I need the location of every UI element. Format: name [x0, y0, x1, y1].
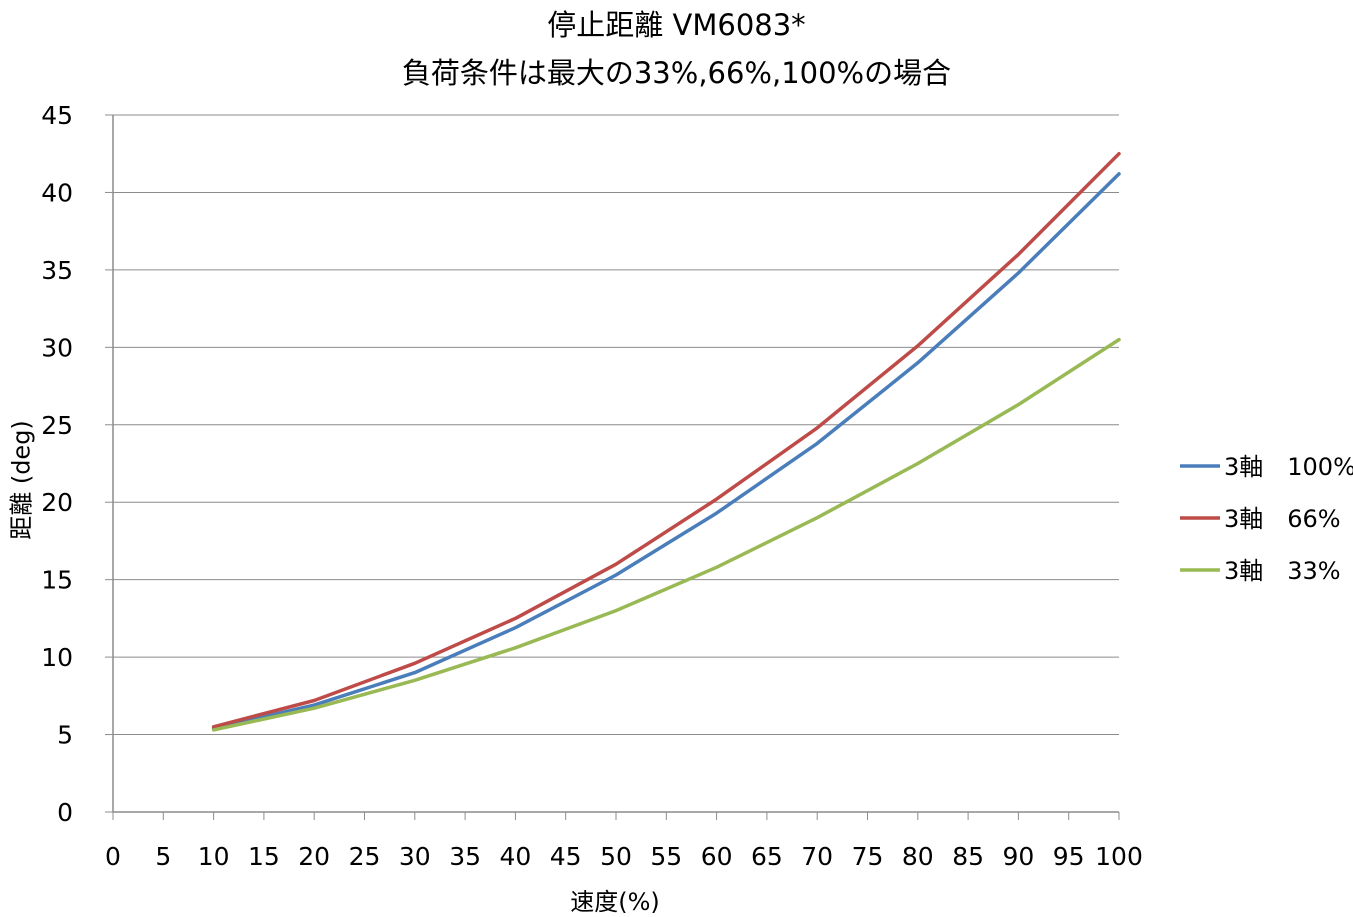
- x-tick-label-45: 45: [550, 842, 582, 871]
- grid-layer: [113, 114, 1119, 736]
- y-axis-label: 距離 (deg): [7, 420, 36, 540]
- axis-layer: 0 5 10 15 20 25 30 35 40 45 0 5 10 15 20 25 30 35 40 45 50 55…: [41, 101, 1143, 871]
- x-tick-label-80: 80: [902, 842, 934, 871]
- y-tick-label-25: 25: [41, 411, 73, 440]
- x-tick-label-15: 15: [248, 842, 280, 871]
- legend-label-0: 3軸 100%: [1224, 453, 1353, 481]
- x-tick-label-5: 5: [155, 842, 171, 871]
- y-tick-label-30: 30: [41, 333, 73, 362]
- x-tick-label-100: 100: [1095, 842, 1143, 871]
- x-tick-label-20: 20: [298, 842, 330, 871]
- series-line-0: [211, 172, 1121, 731]
- y-tick-label-45: 45: [41, 101, 73, 130]
- x-axis-label: 速度(%): [570, 888, 660, 916]
- x-tick-label-95: 95: [1053, 842, 1085, 871]
- y-tick-label-15: 15: [41, 566, 73, 595]
- x-tick-label-70: 70: [801, 842, 833, 871]
- x-tick-label-55: 55: [650, 842, 682, 871]
- series-layer: [211, 151, 1121, 732]
- x-tick-label-75: 75: [852, 842, 884, 871]
- x-tick-label-90: 90: [1002, 842, 1034, 871]
- x-tick-label-35: 35: [449, 842, 481, 871]
- y-tick-label-5: 5: [57, 721, 73, 750]
- series-line-1: [211, 151, 1121, 729]
- x-tick-label-85: 85: [952, 842, 984, 871]
- y-tick-label-10: 10: [41, 643, 73, 672]
- x-tick-label-10: 10: [198, 842, 230, 871]
- series-line-2: [211, 337, 1121, 732]
- x-tick-label-60: 60: [701, 842, 733, 871]
- x-tick-label-25: 25: [349, 842, 381, 871]
- legend: 3軸 100% 3軸 66% 3軸 33%: [1180, 453, 1353, 585]
- x-tick-label-30: 30: [399, 842, 431, 871]
- y-tick-label-0: 0: [57, 798, 73, 827]
- x-tick-label-0: 0: [105, 842, 121, 871]
- y-tick-label-35: 35: [41, 256, 73, 285]
- x-tick-label-40: 40: [499, 842, 531, 871]
- chart-title-line-2: 負荷条件は最大の33%,66%,100%の場合: [401, 56, 952, 90]
- legend-label-2: 3軸 33%: [1224, 557, 1341, 585]
- x-tick-label-50: 50: [600, 842, 632, 871]
- y-tick-label-20: 20: [41, 488, 73, 517]
- legend-label-1: 3軸 66%: [1224, 505, 1341, 533]
- y-tick-label-40: 40: [41, 178, 73, 207]
- chart-title-line-1: 停止距離 VM6083*: [547, 8, 806, 42]
- x-tick-label-65: 65: [751, 842, 783, 871]
